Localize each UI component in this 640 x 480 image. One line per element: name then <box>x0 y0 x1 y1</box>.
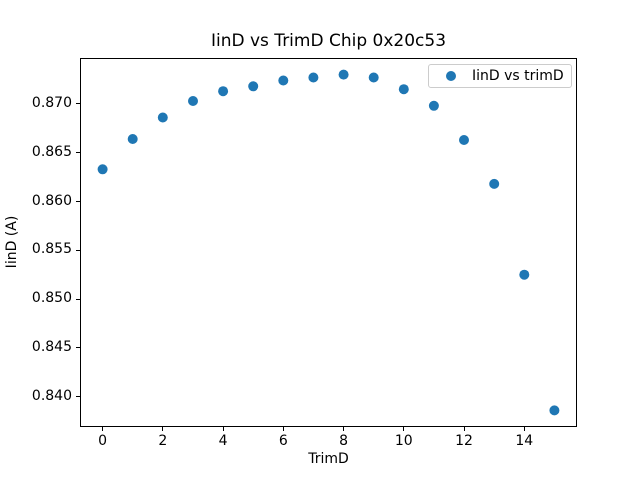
y-tick-label: 0.870 <box>31 94 72 111</box>
x-tick-label: 4 <box>218 433 228 449</box>
chart-title: IinD vs TrimD Chip 0x20c53 <box>210 31 447 51</box>
x-tick-label: 6 <box>278 433 288 449</box>
y-tick-mark <box>76 201 80 202</box>
y-tick-label: 0.840 <box>31 387 72 404</box>
legend-box: IinD vs trimD <box>428 64 572 88</box>
legend-marker-dot <box>446 71 456 81</box>
y-tick-mark <box>76 103 80 105</box>
x-tick-mark <box>463 427 465 431</box>
x-tick-label: 10 <box>394 433 413 449</box>
y-tick-label: 0.845 <box>31 338 72 355</box>
x-tick-label: 2 <box>158 433 168 449</box>
x-tick-label: 14 <box>515 433 534 449</box>
y-tick-label: 0.860 <box>31 192 72 209</box>
legend-series-label: IinD vs trimD <box>472 68 564 84</box>
x-tick-label: 12 <box>455 433 473 449</box>
x-tick-mark <box>222 427 224 431</box>
y-axis-label: IinD (A) <box>4 215 20 269</box>
y-tick-mark <box>76 249 80 251</box>
x-tick-mark <box>403 427 405 431</box>
y-tick-mark <box>76 152 80 154</box>
x-tick-mark <box>162 427 164 431</box>
y-tick-label: 0.865 <box>31 143 72 160</box>
x-tick-mark <box>343 427 345 431</box>
y-tick-mark <box>76 347 80 349</box>
y-tick-label: 0.855 <box>31 241 72 258</box>
x-tick-label: 8 <box>339 433 348 449</box>
x-tick-mark <box>102 427 104 431</box>
y-tick-mark <box>76 396 80 398</box>
y-tick-mark <box>76 298 80 300</box>
x-tick-mark <box>523 427 525 431</box>
plot-area <box>80 58 577 427</box>
y-tick-label: 0.850 <box>31 290 72 307</box>
x-tick-label: 0 <box>98 433 108 449</box>
x-tick-mark <box>282 427 284 431</box>
x-axis-label: TrimD <box>308 451 349 467</box>
